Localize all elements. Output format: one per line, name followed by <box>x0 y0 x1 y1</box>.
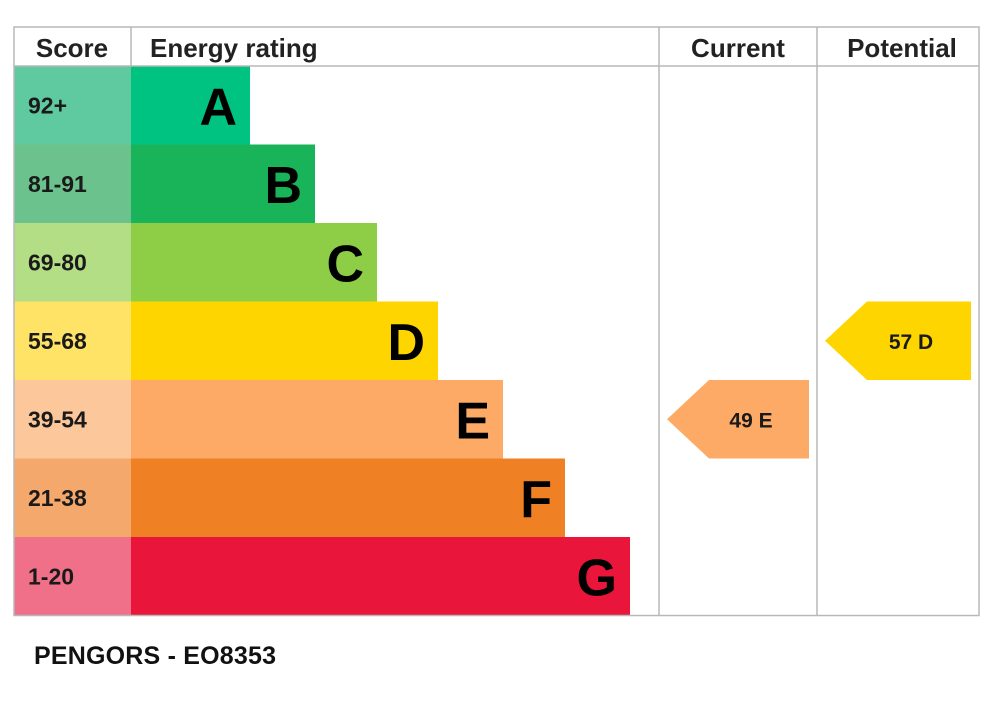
potential-arrow <box>825 301 971 380</box>
band-letter-a: A <box>199 78 237 136</box>
band-letter-e: E <box>455 392 490 450</box>
rating-bands: 92+ A 81-91 B 69-80 C 55-68 D 39-54 E 21-38 F 1-20 G <box>14 66 630 616</box>
score-header: Score <box>36 33 108 63</box>
score-range-b: 81-91 <box>28 171 87 197</box>
score-range-c: 69-80 <box>28 249 87 275</box>
band-bar-g <box>131 537 630 616</box>
current-arrow <box>667 380 809 459</box>
band-letter-g: G <box>577 549 617 607</box>
band-letter-c: C <box>326 235 364 293</box>
score-range-f: 21-38 <box>28 485 87 511</box>
band-bar-e <box>131 380 503 459</box>
score-cell-b <box>14 144 131 223</box>
potential-header: Potential <box>847 33 957 63</box>
table-border <box>13 26 980 617</box>
band-letter-f: F <box>520 471 552 529</box>
band-letter-d: D <box>387 314 425 372</box>
score-cell-e <box>14 380 131 459</box>
band-bar-d <box>131 301 438 380</box>
potential-arrow-label: 57 D <box>889 331 933 354</box>
score-cell-f <box>14 458 131 537</box>
table-headers: Score Energy rating Current Potential <box>36 33 957 63</box>
band-letter-b: B <box>264 157 302 215</box>
score-range-e: 39-54 <box>28 406 87 432</box>
rating-arrows: 49 E 57 D <box>667 301 971 459</box>
current-arrow-label: 49 E <box>729 409 772 432</box>
score-cell-a <box>14 66 131 145</box>
score-range-a: 92+ <box>28 92 67 118</box>
table-grid <box>13 26 980 617</box>
score-cell-d <box>14 301 131 380</box>
energy-rating-header: Energy rating <box>150 33 318 63</box>
property-reference: PENGORS - EO8353 <box>34 642 277 670</box>
current-header: Current <box>691 33 785 63</box>
score-cell-c <box>14 223 131 302</box>
score-range-g: 1-20 <box>28 563 74 589</box>
epc-chart: 92+ A81-91 B69-80 C55-68 D39-54 E21-38 F1-20 G … <box>13 26 980 617</box>
score-range-d: 55-68 <box>28 328 87 354</box>
band-bar-f <box>131 458 565 537</box>
band-bar-a <box>131 66 250 145</box>
band-bar-b <box>131 144 315 223</box>
score-cell-g <box>14 537 131 616</box>
band-bar-c <box>131 223 377 302</box>
